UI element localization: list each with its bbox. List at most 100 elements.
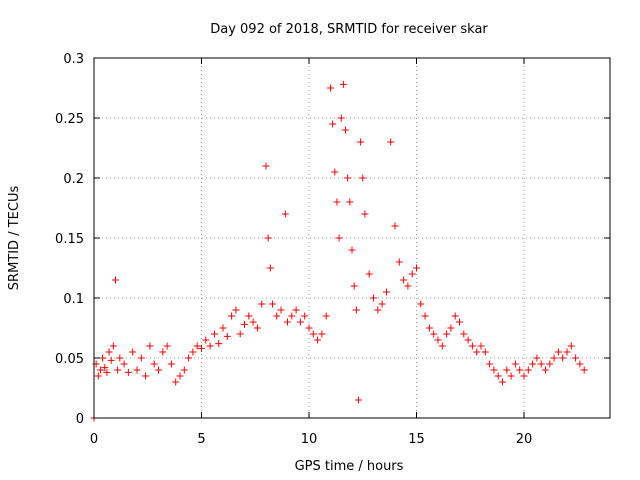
- data-point: [116, 354, 124, 362]
- y-tick-label: 0.25: [55, 112, 84, 127]
- data-point: [460, 330, 468, 338]
- y-tick-label: 0: [76, 412, 84, 427]
- data-point: [232, 306, 240, 314]
- data-point: [447, 324, 455, 332]
- data-point: [404, 282, 412, 290]
- x-tick-label: 20: [516, 432, 533, 447]
- data-point: [563, 348, 571, 356]
- data-point: [198, 344, 205, 352]
- data-point: [494, 372, 502, 380]
- data-point: [253, 324, 261, 332]
- data-point: [430, 330, 438, 338]
- data-point: [258, 300, 266, 308]
- data-point: [546, 360, 554, 368]
- data-point: [329, 120, 337, 128]
- data-point: [262, 162, 270, 170]
- data-point: [142, 372, 150, 380]
- data-point: [172, 378, 180, 386]
- data-point: [333, 198, 341, 206]
- data-point: [193, 342, 201, 350]
- data-point: [99, 354, 107, 362]
- data-points: [90, 80, 588, 422]
- data-point: [241, 320, 248, 328]
- data-point: [344, 174, 352, 182]
- x-axis-label: GPS time / hours: [295, 459, 404, 474]
- grid-lines: [94, 58, 610, 418]
- data-point: [124, 368, 132, 376]
- x-tick-label: 15: [408, 432, 425, 447]
- data-point: [245, 312, 253, 320]
- data-point: [378, 300, 386, 308]
- y-tick-label: 0.05: [55, 352, 84, 367]
- data-point: [370, 294, 377, 302]
- data-point: [559, 354, 567, 362]
- data-point: [486, 360, 494, 368]
- data-point: [112, 276, 119, 284]
- chart-title: Day 092 of 2018, SRMTID for receiver ska…: [210, 22, 488, 37]
- data-point: [202, 336, 210, 344]
- data-point: [456, 318, 463, 326]
- y-tick-label: 0.15: [55, 232, 84, 247]
- data-point: [281, 210, 289, 218]
- data-point: [318, 330, 326, 338]
- data-point: [284, 318, 291, 326]
- data-point: [146, 342, 154, 350]
- data-point: [554, 348, 562, 356]
- data-point: [94, 372, 102, 380]
- data-point: [481, 348, 489, 356]
- data-point: [150, 360, 158, 368]
- data-point: [580, 366, 588, 374]
- data-point: [533, 354, 541, 362]
- data-point: [346, 198, 354, 206]
- data-point: [374, 306, 382, 314]
- data-point: [301, 312, 309, 320]
- data-point: [451, 312, 459, 320]
- data-point: [210, 330, 218, 338]
- data-point: [572, 354, 580, 362]
- data-point: [137, 354, 145, 362]
- data-point: [391, 222, 399, 230]
- data-point: [120, 360, 128, 368]
- data-point: [542, 366, 549, 374]
- data-point: [249, 318, 257, 326]
- y-tick-label: 0.3: [63, 52, 84, 67]
- data-point: [490, 366, 498, 374]
- data-point: [350, 282, 358, 290]
- data-point: [129, 348, 137, 356]
- data-point: [296, 318, 304, 326]
- data-point: [322, 312, 330, 320]
- data-point: [309, 330, 317, 338]
- data-point: [277, 306, 285, 314]
- data-point: [520, 372, 528, 380]
- data-point: [434, 336, 442, 344]
- data-point: [185, 354, 193, 362]
- data-point: [567, 342, 575, 350]
- data-point: [354, 396, 362, 404]
- data-point: [400, 276, 408, 284]
- data-point: [348, 246, 356, 254]
- data-point: [101, 364, 109, 372]
- data-point: [305, 324, 313, 332]
- data-point: [331, 168, 339, 176]
- data-point: [395, 258, 403, 266]
- data-point: [477, 342, 485, 350]
- data-point: [576, 360, 584, 368]
- data-point: [176, 372, 184, 380]
- data-point: [103, 368, 111, 376]
- data-point: [215, 340, 223, 348]
- data-point: [524, 366, 532, 374]
- data-point: [114, 366, 122, 374]
- data-point: [155, 366, 162, 374]
- data-point: [223, 332, 231, 340]
- data-point: [413, 264, 420, 272]
- data-point: [464, 336, 472, 344]
- y-tick-label: 0.2: [63, 172, 84, 187]
- axis-ticks: 0 5 10 15 20 0 0.05 0.1 0.15 0.2 0.25 0.3: [55, 52, 610, 447]
- data-point: [361, 210, 369, 218]
- data-point: [352, 306, 360, 314]
- data-point: [337, 114, 345, 122]
- data-point: [382, 288, 390, 296]
- data-point: [342, 126, 350, 134]
- data-point: [236, 330, 244, 338]
